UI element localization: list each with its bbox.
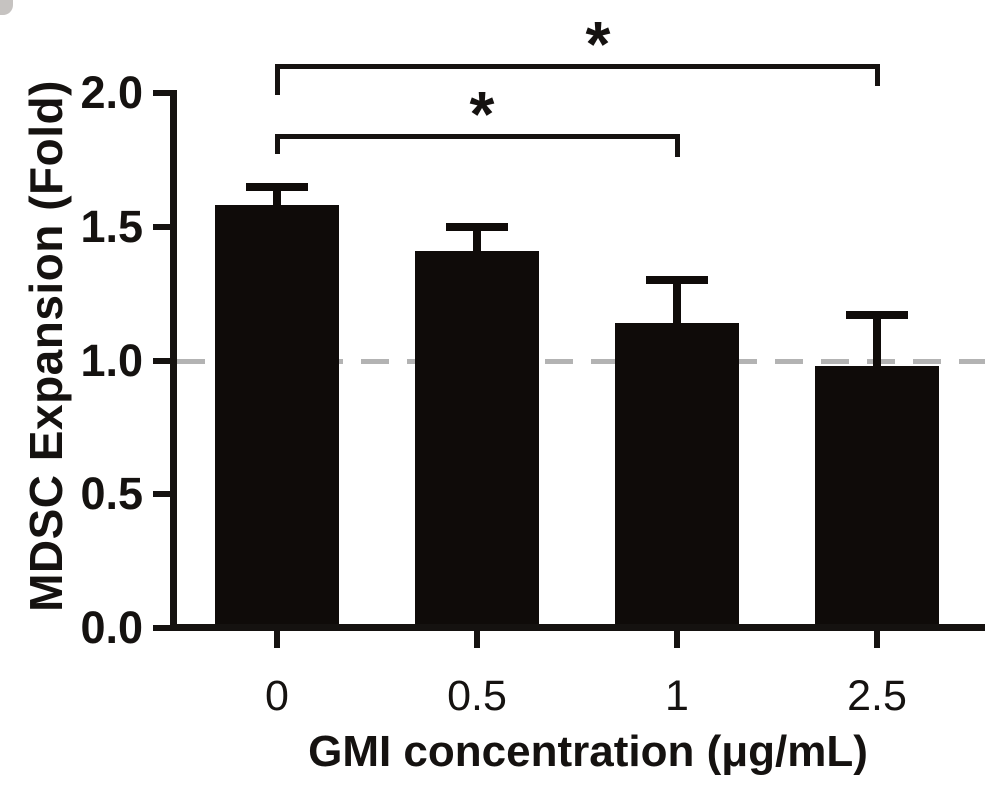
- significance-bracket-drop-left: [275, 64, 280, 95]
- y-tick: [153, 90, 170, 96]
- x-tick: [474, 631, 480, 648]
- x-tick-label: 1: [665, 672, 689, 720]
- x-axis-line: [170, 624, 985, 631]
- y-tick: [153, 625, 170, 631]
- error-bar-cap: [246, 183, 308, 191]
- x-tick: [874, 631, 880, 648]
- y-tick-label: 1.0: [80, 335, 143, 386]
- bar: [215, 205, 339, 628]
- significance-asterisk: *: [585, 8, 611, 80]
- significance-bracket-line: [275, 64, 880, 69]
- x-axis-title: GMI concentration (μg/mL): [308, 727, 868, 776]
- error-bar-cap: [846, 311, 908, 319]
- y-tick-label: 0.0: [80, 602, 143, 653]
- significance-bracket-line: [275, 134, 680, 139]
- significance-bracket-drop-right: [875, 64, 880, 86]
- y-tick-label: 0.5: [80, 468, 143, 519]
- error-bar-stem: [273, 187, 281, 207]
- y-tick-label: 2.0: [80, 67, 143, 118]
- x-tick: [274, 631, 280, 648]
- bar: [415, 251, 539, 628]
- error-bar-stem: [873, 315, 881, 368]
- x-tick-label: 0.5: [447, 672, 507, 720]
- error-bar-stem: [673, 280, 681, 325]
- error-bar-cap: [646, 276, 708, 284]
- bar: [815, 366, 939, 628]
- y-tick-label: 1.5: [80, 201, 143, 252]
- y-tick: [153, 224, 170, 230]
- corner-crop-artifact: [0, 0, 13, 15]
- y-axis-line: [170, 90, 177, 631]
- y-tick: [153, 491, 170, 497]
- x-tick-label: 0: [265, 672, 289, 720]
- significance-bracket-drop-left: [275, 134, 280, 154]
- significance-bracket-drop-right: [675, 134, 680, 157]
- significance-asterisk: *: [469, 78, 495, 150]
- bar: [615, 323, 739, 628]
- x-tick: [674, 631, 680, 648]
- error-bar-cap: [446, 223, 508, 231]
- x-tick-label: 2.5: [847, 672, 907, 720]
- error-bar-stem: [473, 227, 481, 253]
- reference-line: [177, 359, 985, 364]
- y-tick: [153, 358, 170, 364]
